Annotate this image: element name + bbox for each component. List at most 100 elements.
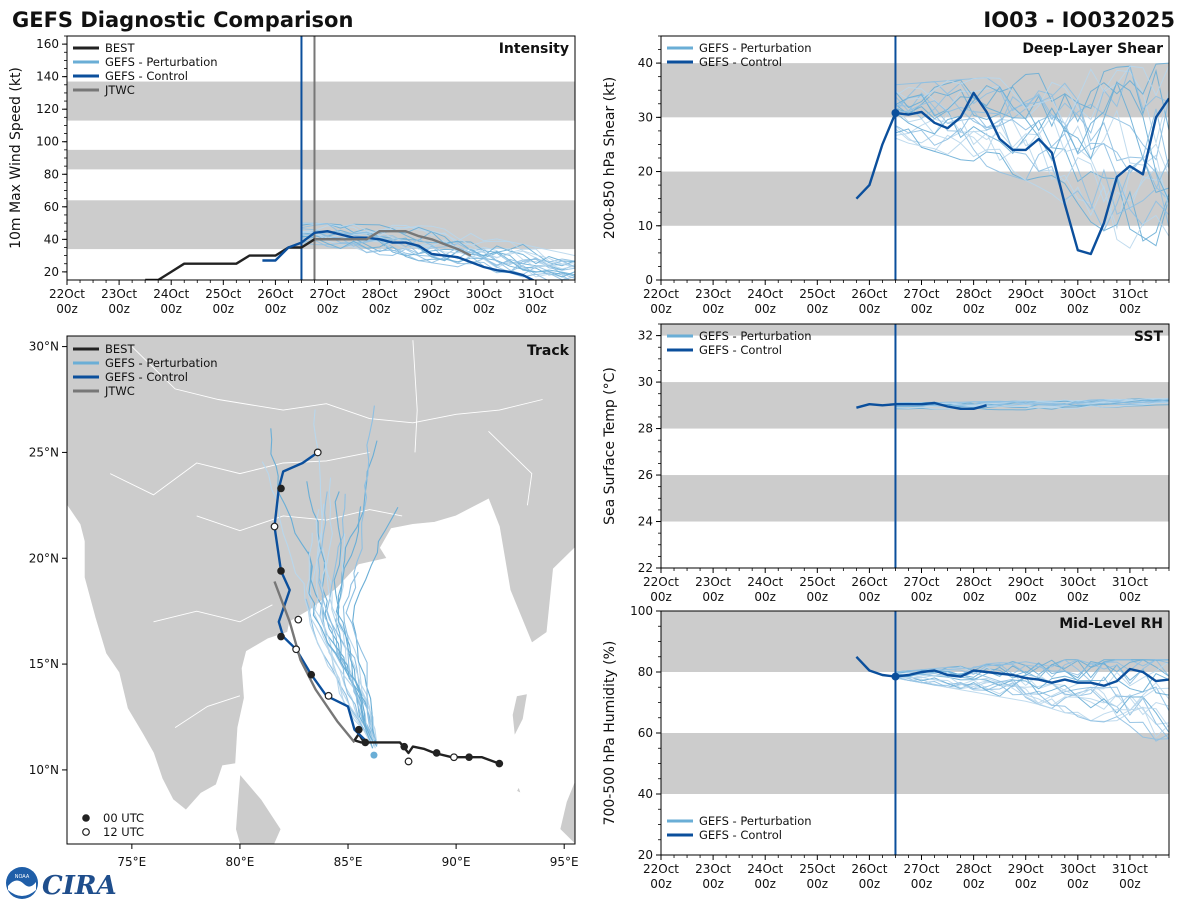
boundary-line — [110, 451, 370, 496]
rh-perturbation-member — [895, 673, 1169, 712]
track-xtick-label: 90°E — [442, 855, 471, 869]
rh-perturbation-member — [895, 677, 1169, 738]
track-ytick-label: 10°N — [29, 763, 59, 777]
sst-ytick-label: 28 — [638, 422, 653, 436]
sst-panel: 22242628303222Oct00z23Oct00z24Oct00z25Oc… — [602, 323, 1170, 604]
land-mass — [559, 780, 575, 844]
track-perturbation-member — [321, 595, 375, 747]
intensity-xtick-date: 26Oct — [257, 287, 293, 301]
sst-series-gefs-control — [856, 401, 987, 410]
shear-xtick-date: 29Oct — [1008, 287, 1044, 301]
shear-perturbation-member — [895, 137, 1169, 249]
rh-xtick-hour: 00z — [963, 877, 985, 891]
track-perturbation-member — [307, 551, 376, 745]
track-perturbation-member — [306, 481, 375, 743]
rh-legend-label: GEFS - Perturbation — [699, 814, 812, 828]
shear-xtick-date: 31Oct — [1112, 287, 1148, 301]
sst-legend-label: GEFS - Control — [699, 343, 782, 357]
track-panel: 75°E 80°E 85°E 90°E 95°E 10°N 15°N 20°N 25°N 30°N… — [29, 335, 579, 869]
intensity-series-best — [145, 238, 341, 280]
shear-ylabel: 200-850 hPa Shear (kt) — [602, 77, 618, 239]
rh-xtick-hour: 00z — [1067, 877, 1089, 891]
track-series-gefs-control — [273, 451, 369, 744]
sst-xtick-hour: 00z — [1015, 590, 1037, 604]
track-perturbation-member — [336, 533, 376, 749]
shear-perturbation-member — [895, 82, 1169, 227]
track-perturbation-member — [305, 598, 377, 746]
intensity-ylabel: 10m Max Wind Speed (kt) — [8, 67, 24, 249]
rh-xtick-hour: 00z — [911, 877, 933, 891]
sst-xtick-hour: 00z — [911, 590, 933, 604]
shear-xtick-date: 23Oct — [695, 287, 731, 301]
rh-perturbation-member — [895, 676, 1169, 740]
intensity-legend-label: BEST — [105, 41, 135, 55]
track-legend-label: JTWC — [104, 384, 135, 398]
sst-legend-label: GEFS - Perturbation — [699, 329, 812, 343]
boundary-line — [174, 695, 241, 728]
sst-xtick-hour: 00z — [807, 590, 829, 604]
sst-xtick-hour: 00z — [859, 590, 881, 604]
intensity-legend-label: JTWC — [104, 83, 135, 97]
rh-xtick-date: 24Oct — [747, 862, 783, 876]
track-ytick-label: 25°N — [29, 445, 59, 459]
shear-perturbation-member — [895, 100, 1169, 215]
marker-00utc — [432, 749, 441, 757]
intensity-perturbation-member — [301, 222, 575, 268]
track-series-best — [353, 732, 500, 765]
rh-xtick-hour: 00z — [650, 877, 672, 891]
sst-xtick-hour: 00z — [702, 590, 724, 604]
shear-perturbation-member — [895, 65, 1169, 131]
track-perturbation-member — [335, 440, 378, 747]
legend-12utc-label: 12 UTC — [103, 825, 144, 839]
land-mass — [235, 773, 282, 844]
intensity-legend-label: GEFS - Perturbation — [105, 55, 218, 69]
intensity-xtick-hour: 00z — [160, 302, 182, 316]
shear-xtick-hour: 00z — [650, 302, 672, 316]
marker-12utc — [270, 522, 279, 531]
track-xtick-label: 95°E — [550, 855, 579, 869]
land-mass — [511, 693, 528, 738]
rh-ytick-label: 40 — [638, 787, 653, 801]
track-perturbation-member — [345, 405, 377, 741]
rh-xtick-hour: 00z — [754, 877, 776, 891]
intensity-ytick-label: 60 — [44, 200, 59, 214]
intensity-perturbation-member — [301, 228, 575, 273]
track-perturbation-member — [261, 461, 371, 744]
rh-plot-area — [661, 611, 1169, 855]
sst-xtick-hour: 00z — [963, 590, 985, 604]
marker-00utc — [277, 567, 285, 575]
shear-xtick-hour: 00z — [859, 302, 881, 316]
marker-00utc — [495, 759, 504, 768]
track-ytick-label: 20°N — [29, 551, 59, 565]
intensity-perturbation-member — [301, 239, 549, 280]
track-perturbation-member — [342, 571, 375, 740]
marker-12utc — [450, 753, 458, 762]
intensity-xtick-date: 27Oct — [309, 287, 345, 301]
legend-marker-12utc — [82, 828, 90, 836]
shear-xtick-date: 24Oct — [747, 287, 783, 301]
shear-xtick-date: 28Oct — [956, 287, 992, 301]
sst-xtick-hour: 00z — [1119, 590, 1141, 604]
shear-perturbation-member — [895, 125, 1169, 232]
intensity-ytick-label: 40 — [44, 232, 59, 246]
intensity-ytick-label: 80 — [44, 167, 59, 181]
track-perturbation-member — [326, 493, 371, 743]
intensity-ytick-label: 20 — [44, 265, 59, 279]
track-title: Track — [527, 343, 570, 359]
shear-legend-label: GEFS - Control — [699, 55, 782, 69]
boundary-line — [153, 604, 273, 623]
intensity-ytick-label: 100 — [36, 135, 59, 149]
intensity-xtick-hour: 00z — [369, 302, 391, 316]
intensity-plot-area — [67, 36, 575, 280]
intensity-ytick-label: 120 — [36, 102, 59, 116]
rh-perturbation-member — [895, 659, 1169, 678]
shear-xtick-hour: 00z — [911, 302, 933, 316]
intensity-xtick-hour: 00z — [108, 302, 130, 316]
sst-ytick-label: 24 — [638, 515, 653, 529]
rh-series-gefs-control — [855, 655, 1169, 687]
intensity-title: Intensity — [499, 41, 569, 57]
rh-xtick-hour: 00z — [1119, 877, 1141, 891]
shear-xtick-hour: 00z — [1067, 302, 1089, 316]
shear-series-gefs-control — [855, 91, 1169, 256]
